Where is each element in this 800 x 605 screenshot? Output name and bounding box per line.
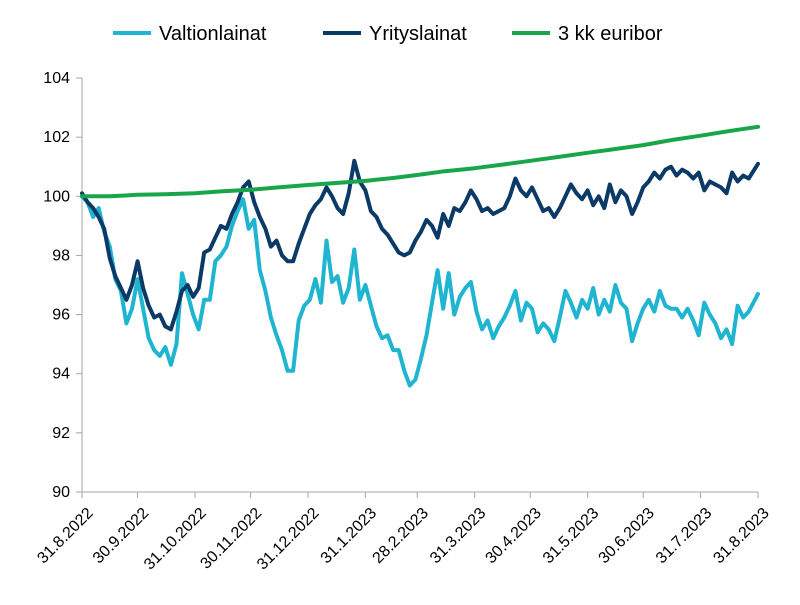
x-tick-label: 30.9.2022 [90, 505, 152, 567]
x-tick-label: 30.6.2023 [596, 505, 658, 567]
legend-label-yrityslainat: Yrityslainat [369, 23, 467, 45]
y-tick-label: 96 [52, 307, 70, 324]
series-line-valtionlainat [80, 194, 760, 388]
y-tick-label: 92 [52, 425, 70, 442]
y-tick-label: 94 [52, 366, 70, 383]
x-tick-label: 31.3.2023 [427, 505, 489, 567]
legend: Valtionlainat Yrityslainat 3 kk euribor [113, 23, 663, 45]
series-layer [80, 124, 760, 388]
x-tick-label: 30.4.2023 [483, 505, 545, 567]
y-tick-label: 90 [52, 484, 70, 501]
x-tick-label: 31.12.2022 [254, 505, 323, 574]
y-tick-label: 104 [43, 70, 70, 87]
legend-label-valtionlainat: Valtionlainat [159, 23, 267, 45]
x-tick-label: 31.8.2023 [710, 505, 772, 567]
x-axis: 31.8.202230.9.202231.10.202230.11.202231… [34, 491, 773, 574]
legend-label-3-kk-euribor: 3 kk euribor [558, 23, 663, 45]
x-tick-label: 31.5.2023 [540, 505, 602, 567]
y-tick-label: 102 [43, 129, 70, 146]
y-tick-label: 98 [52, 247, 70, 264]
x-tick-label: 31.8.2022 [34, 505, 96, 567]
series-line-yrityslainat [80, 158, 760, 332]
x-tick-label: 31.7.2023 [653, 505, 715, 567]
x-tick-label: 28.2.2023 [370, 505, 432, 567]
x-tick-label: 31.1.2023 [318, 505, 380, 567]
series-line-3-kk-euribor [80, 124, 760, 199]
y-tick-label: 100 [43, 188, 70, 205]
y-axis: 90 92 94 96 98 100 102 104 [43, 70, 83, 501]
